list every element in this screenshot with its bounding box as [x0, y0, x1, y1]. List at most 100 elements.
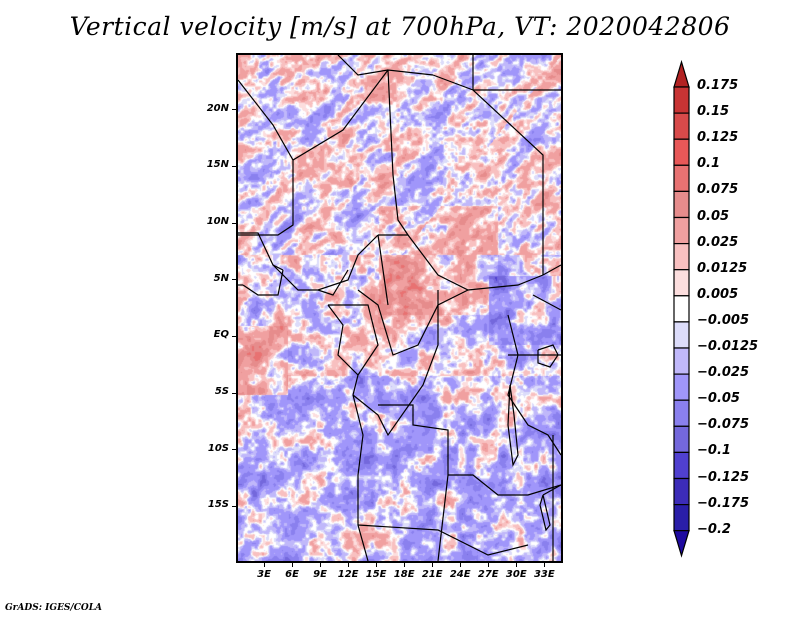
y-tick-label: 15N: [206, 159, 229, 171]
colorbar-segment: [673, 269, 690, 297]
country-border: [238, 232, 284, 271]
colorbar-segment: [673, 451, 690, 480]
country-border: [387, 69, 409, 236]
y-tick: [232, 109, 236, 111]
x-tick: [319, 563, 321, 567]
x-tick: [543, 563, 545, 567]
lake-outline: [537, 344, 559, 368]
x-tick-label: 12E: [337, 569, 359, 580]
colorbar-level-label: 0.025: [697, 234, 739, 250]
x-tick-label: 6E: [285, 569, 299, 580]
y-tick-label: 10N: [206, 216, 229, 227]
colorbar-level-label: 0.05: [697, 208, 730, 224]
colorbar-level-label: 0.175: [697, 78, 739, 93]
y-tick-label: EQ: [213, 329, 229, 341]
colorbar-segment: [673, 190, 690, 219]
country-border: [317, 269, 349, 296]
colorbar-level-label: −0.0125: [697, 339, 759, 354]
x-tick-label: 24E: [449, 569, 471, 580]
colorbar-min-arrow: [673, 530, 690, 558]
colorbar-level-label: −0.075: [697, 417, 750, 433]
colorbar-level-label: −0.005: [697, 312, 750, 328]
colorbar-max-arrow: [673, 59, 690, 88]
colorbar-level-label: 0.0125: [697, 260, 748, 276]
lake-outline: [507, 384, 519, 468]
colorbar-level-label: 0.005: [697, 286, 739, 302]
colorbar-level-label: −0.125: [697, 469, 750, 485]
colorbar-level-label: 0.1: [697, 156, 721, 172]
colorbar-level-label: −0.05: [697, 391, 740, 407]
country-border: [352, 290, 439, 437]
colorbar-level-label: −0.025: [697, 365, 750, 381]
x-tick: [291, 563, 293, 567]
country-border: [532, 294, 561, 311]
y-tick-label: 15S: [207, 499, 229, 511]
x-tick: [431, 563, 433, 567]
colorbar-segment: [673, 373, 690, 401]
x-tick-label: 15E: [365, 569, 387, 580]
colorbar-segment: [673, 164, 690, 193]
vertical-velocity-field: [238, 55, 561, 561]
country-border: [378, 404, 449, 475]
country-border: [352, 394, 369, 561]
colorbar-segment: [673, 321, 690, 349]
y-tick: [232, 449, 236, 451]
country-borders: [238, 55, 561, 561]
x-tick-label: 27E: [477, 569, 499, 580]
country-border: [238, 69, 434, 161]
x-tick-label: 33E: [533, 569, 555, 580]
y-tick: [232, 279, 236, 281]
y-tick-label: 5S: [214, 386, 229, 397]
country-border: [337, 55, 389, 76]
x-tick: [515, 563, 517, 567]
y-tick-label: 10S: [207, 442, 229, 454]
country-border: [357, 524, 529, 556]
x-tick-label: 18E: [393, 569, 415, 580]
y-tick-label: 20N: [206, 102, 229, 114]
x-tick: [347, 563, 349, 567]
colorbar-level-label: 0.125: [697, 130, 739, 146]
y-tick: [232, 165, 236, 167]
y-tick: [232, 222, 236, 224]
grads-credit: GrADS: IGES/COLA: [5, 603, 103, 613]
x-tick: [403, 563, 405, 567]
country-border: [242, 269, 284, 296]
country-border: [377, 234, 389, 306]
x-tick: [459, 563, 461, 567]
colorbar-segment: [673, 347, 690, 375]
country-border: [507, 314, 561, 456]
colorbar-level-label: 0.075: [697, 182, 739, 198]
lake-outline: [539, 494, 551, 532]
country-border: [378, 234, 544, 291]
y-tick-label: 5N: [213, 272, 229, 284]
colorbar-segment: [673, 399, 690, 427]
country-border: [238, 160, 294, 236]
y-tick: [232, 335, 236, 337]
x-tick: [375, 563, 377, 567]
x-tick: [263, 563, 265, 567]
colorbar-segment: [673, 86, 690, 114]
country-border: [272, 234, 379, 291]
colorbar-segment: [673, 477, 690, 506]
country-border: [328, 304, 379, 396]
colorbar-level-label: −0.175: [697, 495, 750, 511]
country-border: [327, 304, 359, 376]
colorbar-level-label: −0.1: [697, 443, 731, 459]
colorbar-segment: [673, 138, 690, 166]
x-tick-label: 21E: [421, 569, 443, 580]
colorbar-level-label: −0.2: [697, 521, 731, 537]
country-border: [357, 289, 469, 356]
x-tick: [487, 563, 489, 567]
colorbar-segment: [673, 504, 690, 532]
x-tick-label: 9E: [313, 569, 327, 580]
country-border: [542, 264, 561, 276]
colorbar-level-label: 0.15: [697, 104, 730, 120]
colorbar-segment: [673, 112, 690, 140]
y-tick: [232, 505, 236, 507]
colorbar-segment: [673, 216, 690, 245]
chart-title: Vertical velocity [m/s] at 700hPa, VT: 2…: [69, 12, 731, 41]
country-border: [542, 484, 561, 496]
x-tick-label: 3E: [257, 569, 271, 580]
colorbar-segment: [673, 243, 690, 271]
